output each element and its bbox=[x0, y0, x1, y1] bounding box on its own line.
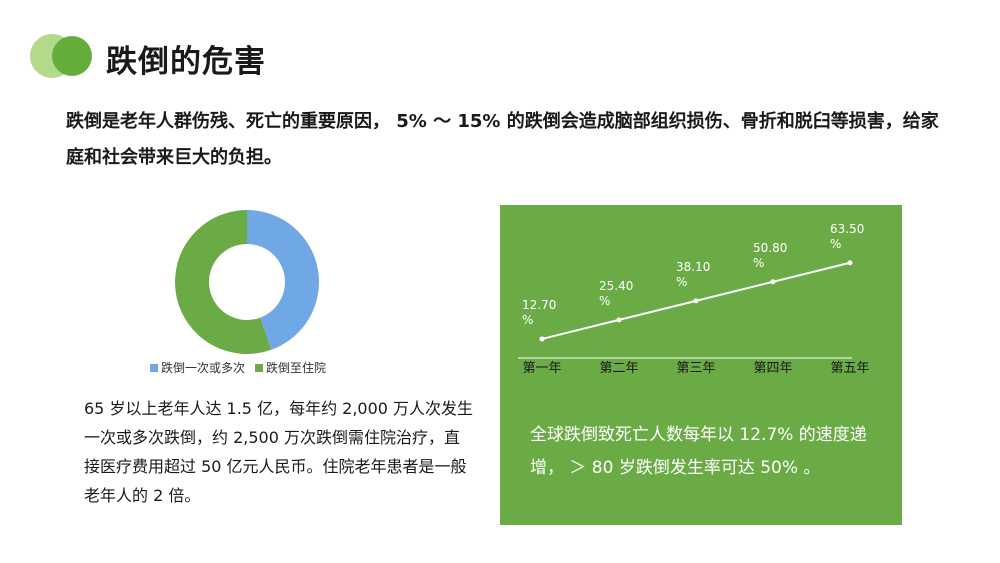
x-tick-label: 第二年 bbox=[599, 361, 638, 376]
logo-circle-dark bbox=[52, 36, 92, 76]
data-label: 63.50% bbox=[830, 222, 864, 251]
data-label: 12.70% bbox=[522, 298, 556, 327]
x-tick-label: 第五年 bbox=[830, 361, 869, 376]
line-chart-panel: 12.70% 第一年 25.40% 第二年 38.10% 第三年 50.80% 第四年 63.5… bbox=[500, 205, 902, 525]
donut-slice-2 bbox=[175, 210, 272, 354]
legend-swatch bbox=[150, 363, 158, 372]
donut-legend: 跌倒一次或多次 跌倒至住院 bbox=[150, 359, 380, 376]
data-label: 50.80% bbox=[753, 241, 787, 270]
data-label: 38.10% bbox=[676, 260, 710, 289]
data-point bbox=[693, 298, 699, 304]
data-point bbox=[539, 336, 545, 342]
data-point bbox=[770, 279, 776, 285]
data-label: 25.40% bbox=[599, 279, 633, 308]
data-point bbox=[847, 260, 853, 266]
x-tick-label: 第四年 bbox=[753, 361, 792, 376]
legend-label: 跌倒至住院 bbox=[266, 361, 327, 375]
donut-slice-1 bbox=[247, 210, 319, 350]
left-description: 65 岁以上老年人达 1.5 亿，每年约 2,000 万人次发生一次或多次跌倒，… bbox=[84, 399, 474, 505]
intro-text: 跌倒是老年人群伤残、死亡的重要原因， 5% ～ 15% 的跌倒会造成脑部组织损伤… bbox=[66, 111, 939, 168]
line-chart: 12.70 % 第一年 25.40 % 第二年 38.10 % 第三年 50.80 % 第四年 63.5… bbox=[518, 222, 870, 376]
legend-label: 跌倒一次或多次 bbox=[161, 361, 246, 375]
right-description: 全球跌倒致死亡人数每年以 12.7% 的速度递增， ＞ 80 岁跌倒发生率可达 … bbox=[530, 425, 867, 478]
legend-swatch bbox=[255, 363, 264, 372]
logo bbox=[30, 34, 100, 78]
x-tick-label: 第三年 bbox=[676, 361, 715, 376]
donut-chart bbox=[175, 210, 319, 354]
x-tick-label: 第一年 bbox=[522, 361, 561, 376]
legend-item: 跌倒至住院 bbox=[255, 359, 326, 376]
data-point bbox=[616, 317, 622, 323]
page-title: 跌倒的危害 bbox=[106, 44, 266, 80]
legend-item: 跌倒一次或多次 bbox=[150, 359, 245, 376]
